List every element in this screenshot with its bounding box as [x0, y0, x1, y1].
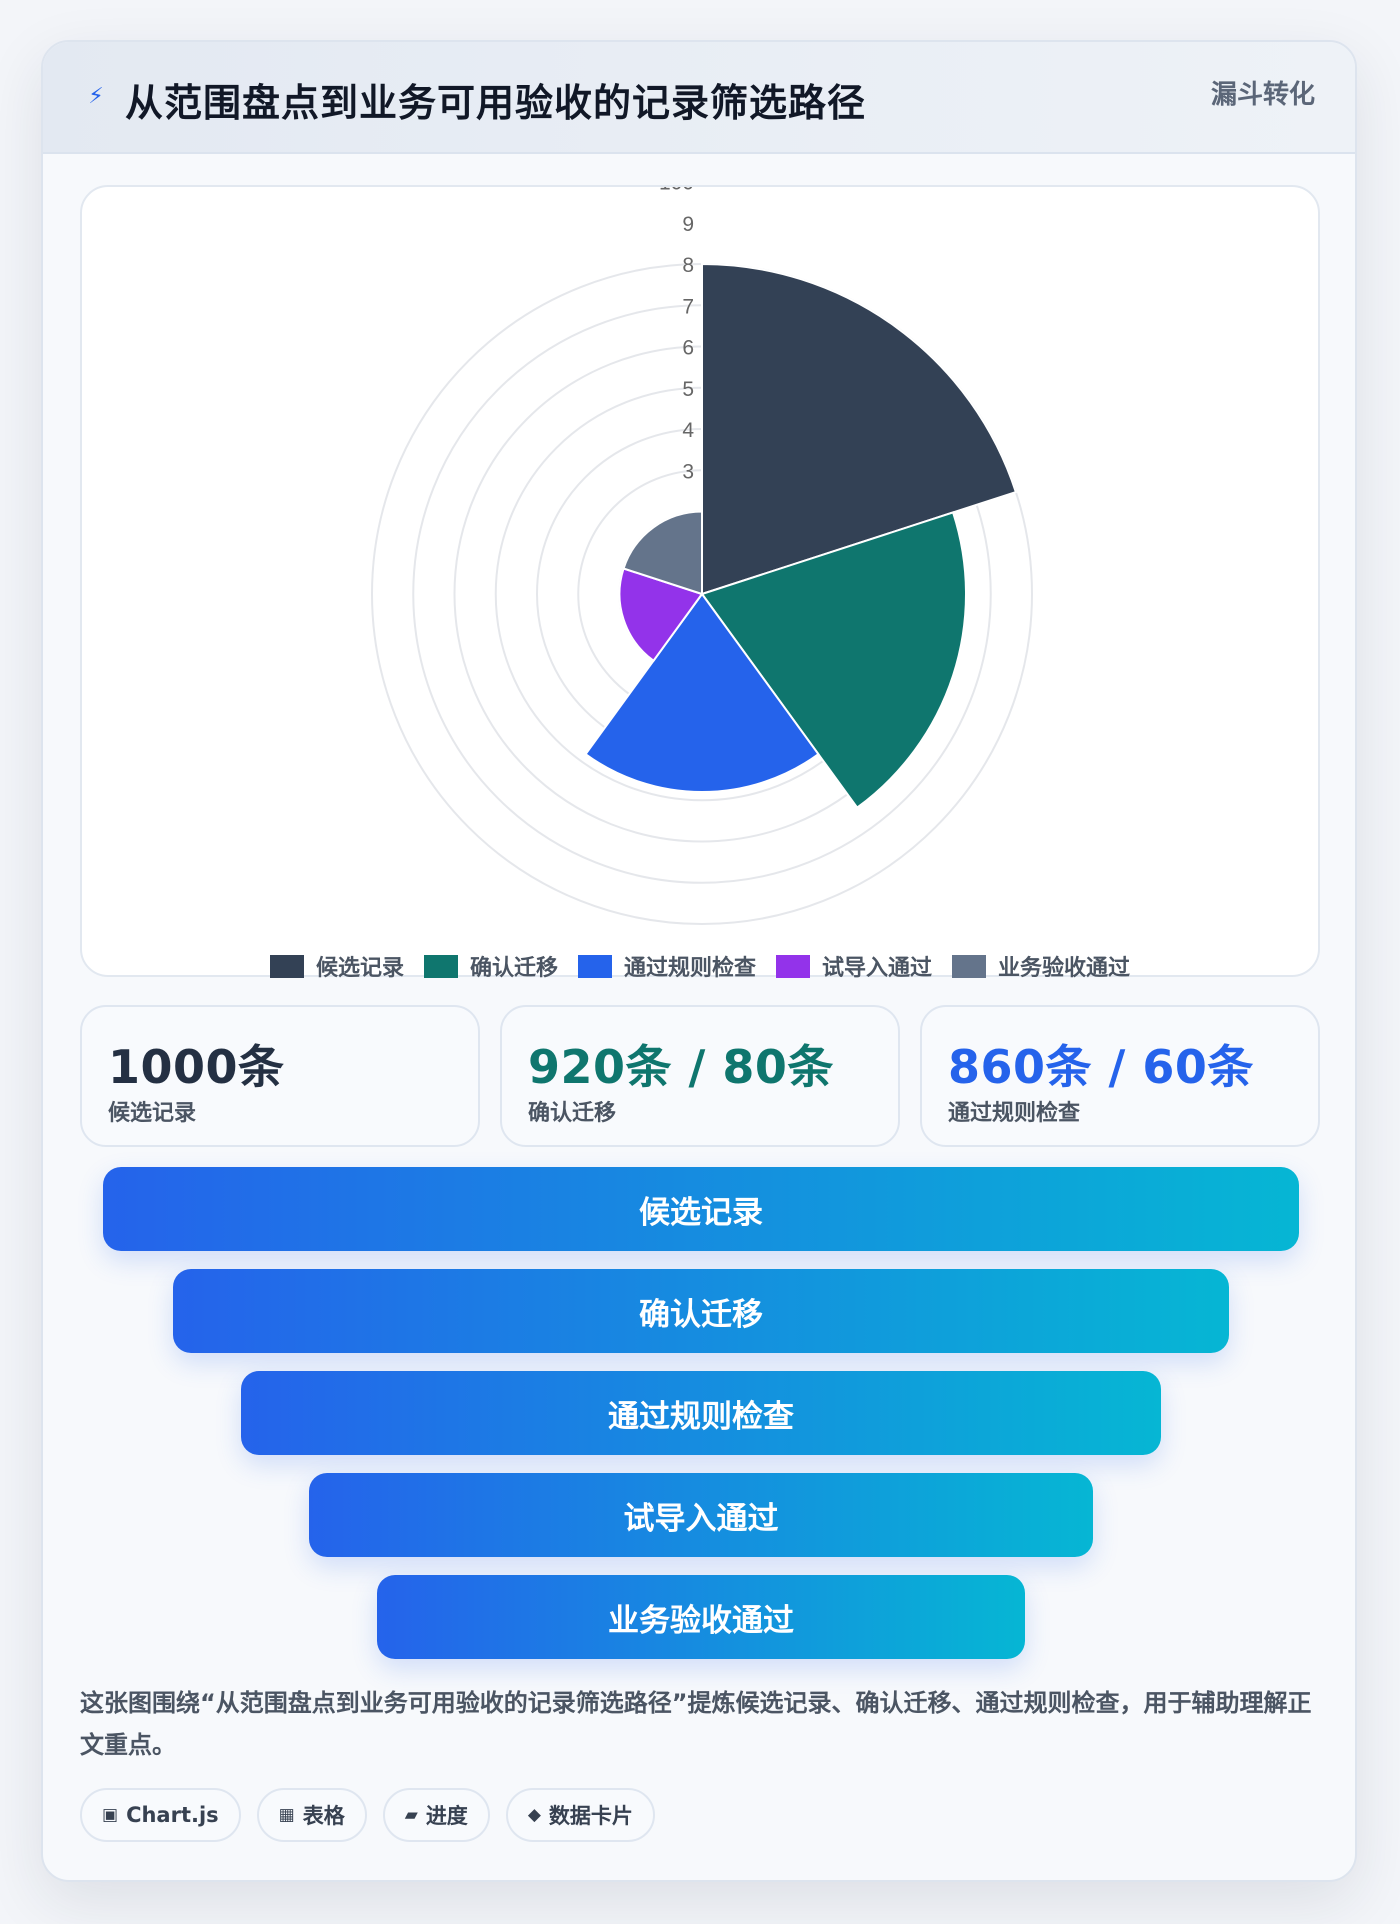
funnel: 候选记录 确认迁移 通过规则检查 试导入通过 业务验收通过 [43, 1167, 1355, 1687]
radial-tick-label: 3 [682, 460, 694, 483]
tag-label: 数据卡片 [548, 1804, 633, 1828]
legend-swatch [776, 954, 810, 978]
chart-legend: 候选记录 确认迁移 通过规则检查 试导入通过 业务验收通过 [82, 950, 1318, 982]
progress-icon: ▰ [404, 1805, 418, 1825]
stat-card: 920条 / 80条 确认迁移 [500, 1005, 900, 1147]
funnel-stage: 候选记录 [103, 1167, 1299, 1251]
legend-label: 业务验收通过 [998, 956, 1131, 981]
tag-label: 表格 [302, 1804, 345, 1828]
tag-progress[interactable]: ▰ 进度 [382, 1788, 490, 1842]
polar-segment[interactable] [622, 510, 703, 596]
legend-label: 确认迁移 [469, 956, 558, 981]
legend-label: 候选记录 [315, 956, 404, 981]
legend-swatch [269, 954, 304, 978]
tag-chartjs[interactable]: ▣ Chart.js [80, 1788, 241, 1842]
lightning-icon: ⚡ [88, 84, 104, 109]
radial-tick-label: 5 [682, 378, 694, 401]
funnel-stage: 业务验收通过 [377, 1575, 1025, 1659]
radial-tick-label: 4 [682, 419, 694, 442]
radial-tick-label: 100 [659, 187, 694, 195]
legend-label: 试导入通过 [822, 956, 933, 981]
legend-item[interactable]: 通过规则检查 [577, 950, 756, 982]
polar-segment[interactable] [701, 262, 1018, 596]
data-card-icon: ◆ [527, 1805, 541, 1825]
stat-card: 1000条 候选记录 [80, 1005, 480, 1147]
stat-label: 候选记录 [108, 1101, 197, 1126]
polar-chart-panel: 3 4 5 6 7 8 9 100 候选记录 确认迁移 通过规则检查 试导入通过 业务验收通过 [80, 185, 1320, 981]
tag-table[interactable]: ▦ 表格 [256, 1788, 367, 1842]
tag-data-card[interactable]: ◆ 数据卡片 [505, 1788, 655, 1842]
radial-tick-label: 7 [682, 295, 694, 318]
tag-list: ▣ Chart.js ▦ 表格 ▰ 进度 ◆ 数据卡片 [80, 1788, 655, 1842]
legend-label: 通过规则检查 [623, 956, 756, 981]
chart-card: ⚡ 从范围盘点到业务可用验收的记录筛选路径 漏斗转化 3 4 5 6 7 8 9 100 候选… [41, 40, 1357, 1882]
stat-label: 确认迁移 [528, 1101, 617, 1126]
chartjs-icon: ▣ [102, 1805, 119, 1825]
legend-swatch [423, 954, 458, 978]
card-header: ⚡ 从范围盘点到业务可用验收的记录筛选路径 漏斗转化 [43, 42, 1355, 154]
stat-card: 860条 / 60条 通过规则检查 [920, 1005, 1320, 1147]
legend-swatch [952, 954, 987, 978]
funnel-stage: 通过规则检查 [241, 1371, 1161, 1455]
stat-label: 通过规则检查 [948, 1101, 1081, 1126]
radial-tick-label: 6 [682, 337, 694, 360]
stat-value: 860条 / 60条 [948, 1040, 1254, 1094]
legend-item[interactable]: 确认迁移 [423, 950, 558, 982]
funnel-stage: 试导入通过 [309, 1473, 1093, 1557]
polar-segment[interactable] [584, 592, 820, 793]
legend-item[interactable]: 候选记录 [269, 950, 404, 982]
polar-area-chart: 3 4 5 6 7 8 9 100 [371, 187, 1033, 925]
legend-item[interactable]: 试导入通过 [776, 950, 932, 982]
legend-item[interactable]: 业务验收通过 [952, 950, 1130, 982]
chart-description: 这张图围绕“从范围盘点到业务可用验收的记录筛选路径”提炼候选记录、确认迁移、通过… [80, 1689, 1312, 1759]
card-title: 从范围盘点到业务可用验收的记录筛选路径 [125, 81, 867, 125]
chart-type-badge: 漏斗转化 [1210, 80, 1315, 110]
tag-label: Chart.js [126, 1803, 219, 1827]
table-icon: ▦ [278, 1805, 295, 1825]
radial-tick-label: 8 [682, 254, 694, 277]
stat-value: 920条 / 80条 [528, 1040, 834, 1094]
funnel-stage: 确认迁移 [173, 1269, 1229, 1353]
legend-swatch [577, 954, 612, 978]
stat-cards: 1000条 候选记录 920条 / 80条 确认迁移 860条 / 60条 通过… [80, 1005, 1320, 1147]
polar-segment[interactable] [700, 511, 967, 809]
polar-segment[interactable] [618, 567, 704, 663]
tag-label: 进度 [425, 1804, 468, 1828]
stat-value: 1000条 [108, 1040, 285, 1094]
radial-tick-label: 9 [682, 213, 694, 236]
